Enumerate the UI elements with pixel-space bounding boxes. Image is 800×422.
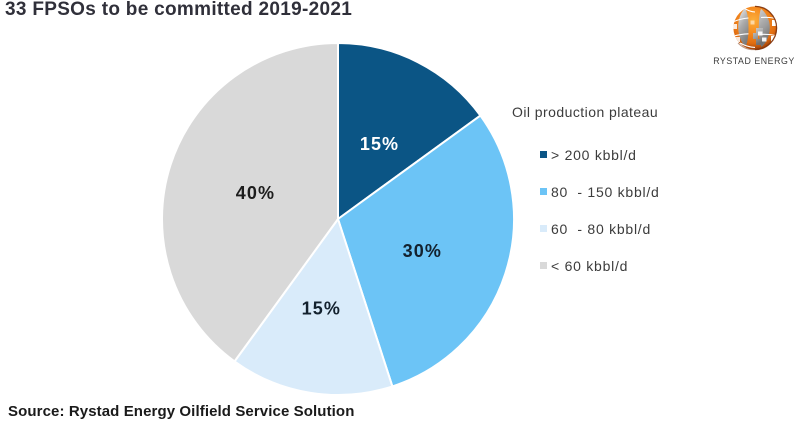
svg-text:15%: 15% [301,298,340,318]
svg-text:15%: 15% [359,134,398,154]
svg-text:40%: 40% [235,183,274,203]
svg-text:30%: 30% [402,241,441,261]
